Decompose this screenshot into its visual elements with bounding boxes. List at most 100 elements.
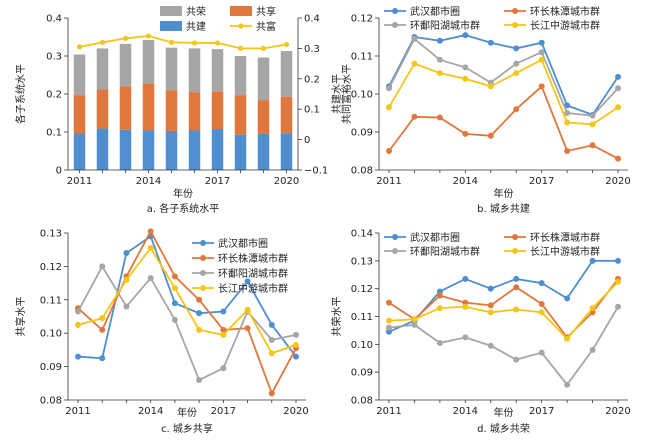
bar-segment xyxy=(188,92,201,131)
data-point xyxy=(589,257,596,264)
data-point xyxy=(564,148,571,154)
y2-axis-label: 共同富裕水平 xyxy=(340,64,353,124)
y-tick-label: 0.08 xyxy=(351,396,373,407)
y-tick-label: 0 xyxy=(56,166,62,177)
x-axis-label: 年份 xyxy=(494,406,514,419)
x-tick-label: 2017 xyxy=(205,176,230,187)
y-axis-label: 共建水平 xyxy=(330,74,343,114)
data-point xyxy=(220,308,227,315)
legend-label: 武汉都市圈 xyxy=(218,237,268,250)
data-point xyxy=(564,119,571,126)
y-tick-label: 0.12 xyxy=(351,14,373,25)
data-point xyxy=(171,273,178,280)
bar-segment xyxy=(257,57,270,101)
x-tick-label: 2020 xyxy=(605,176,630,187)
y-tick-label: 0.09 xyxy=(351,128,373,139)
y2-tick-label: 0.2 xyxy=(304,74,320,85)
data-point xyxy=(538,280,545,287)
y-tick-label: 0.10 xyxy=(351,340,373,351)
legend-label: 环长株潭城市群 xyxy=(530,5,600,18)
data-point xyxy=(147,245,154,252)
data-point xyxy=(75,353,81,360)
data-point xyxy=(513,45,520,52)
data-point xyxy=(436,114,443,121)
data-point xyxy=(487,285,494,292)
x-tick-label: 2020 xyxy=(274,176,299,187)
series-line xyxy=(388,306,619,387)
y-tick-label: 0.13 xyxy=(351,256,373,267)
data-point xyxy=(538,49,545,56)
data-point xyxy=(462,299,469,306)
data-point xyxy=(171,300,178,307)
legend-marker xyxy=(512,234,518,240)
legend-label: 环鄱阳湖城市群 xyxy=(410,19,480,32)
data-point xyxy=(268,336,275,343)
data-point xyxy=(260,45,267,52)
data-point xyxy=(436,339,443,346)
data-point xyxy=(145,33,152,39)
legend-swatch xyxy=(230,6,252,16)
legend-label: 环鄱阳湖城市群 xyxy=(218,267,288,280)
y-tick-label: 0.3 xyxy=(46,52,62,63)
data-point xyxy=(268,350,275,357)
series-line xyxy=(388,281,619,341)
bar-segment xyxy=(234,95,247,135)
y-axis-label: 共享水平 xyxy=(14,297,27,337)
data-point xyxy=(436,70,443,77)
bar-segment xyxy=(280,133,293,170)
legend-marker xyxy=(392,22,398,28)
series-line xyxy=(388,34,619,116)
series-line xyxy=(388,84,619,160)
data-point xyxy=(538,300,545,307)
y2-tick-label: 0.4 xyxy=(304,14,320,25)
data-point xyxy=(487,132,494,139)
y-tick-label: 0.13 xyxy=(40,229,62,240)
legend-marker xyxy=(392,8,398,14)
legend-label: 长江中游城市群 xyxy=(530,245,600,258)
y-axis-label: 各子系统水平 xyxy=(14,64,27,124)
data-point xyxy=(237,45,244,52)
data-point xyxy=(196,326,203,333)
data-point xyxy=(99,326,106,333)
x-tick-label: 2011 xyxy=(376,176,401,187)
x-tick-label: 2017 xyxy=(529,406,554,417)
data-point xyxy=(564,381,571,388)
y-tick-label: 0.12 xyxy=(40,262,62,273)
data-point xyxy=(122,35,129,41)
y2-tick-label: 0.1 xyxy=(304,105,320,116)
data-point xyxy=(564,295,571,302)
data-point xyxy=(196,296,203,303)
data-point xyxy=(564,102,571,109)
data-point xyxy=(615,73,621,80)
data-point xyxy=(436,288,443,295)
data-point xyxy=(168,39,175,45)
legend-marker xyxy=(200,240,206,246)
y-tick-label: 0.2 xyxy=(46,90,62,101)
data-point xyxy=(513,60,520,67)
data-point xyxy=(123,303,130,310)
data-point xyxy=(191,40,198,46)
chart-panel-2: 0.08 0.09 0.10 0.11 0.12 0.13 2011 2014 2017 2020… xyxy=(14,228,309,435)
panel-caption: d. 城乡共荣 xyxy=(477,423,530,435)
data-point xyxy=(589,112,596,119)
bar-segment xyxy=(119,43,132,87)
data-point xyxy=(615,303,621,310)
legend-label: 共享 xyxy=(256,5,276,18)
data-point xyxy=(123,250,130,257)
data-point xyxy=(76,44,83,50)
bar-segment xyxy=(165,90,178,131)
data-point xyxy=(386,299,392,306)
y-tick-label: 0.1 xyxy=(46,128,62,139)
data-point xyxy=(513,306,520,313)
data-point xyxy=(462,303,469,310)
data-point xyxy=(293,341,299,348)
data-point xyxy=(513,356,520,363)
data-point xyxy=(615,257,621,264)
data-point xyxy=(589,305,596,312)
x-tick-label: 2014 xyxy=(453,406,478,417)
data-point xyxy=(171,316,178,323)
bar-segment xyxy=(119,129,132,170)
data-point xyxy=(386,324,392,331)
data-point xyxy=(386,148,392,154)
x-tick-label: 2020 xyxy=(283,406,308,417)
